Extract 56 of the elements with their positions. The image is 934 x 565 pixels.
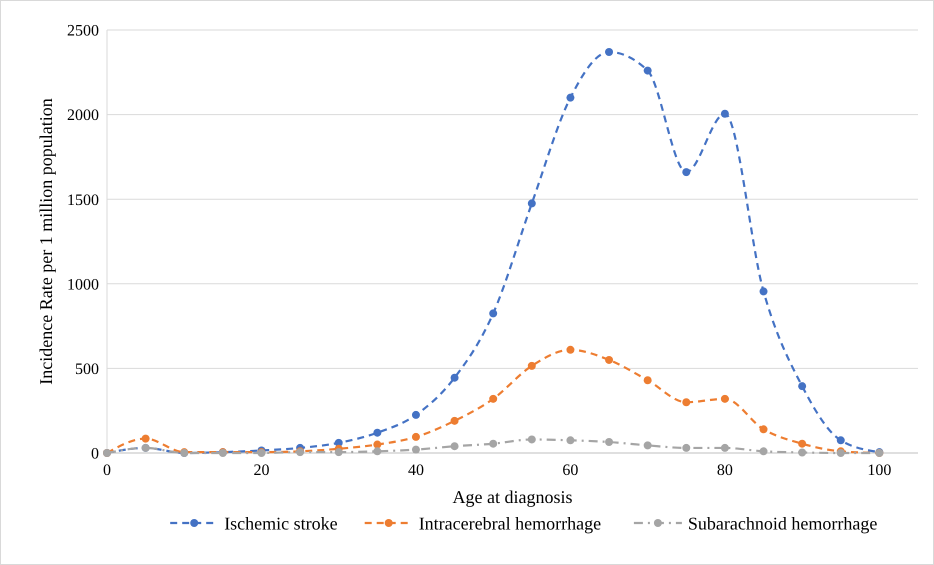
y-tick-label: 1000 [67, 276, 99, 294]
point [720, 444, 729, 452]
point [644, 441, 652, 450]
y-tick-label: 1500 [67, 192, 99, 209]
point [373, 447, 382, 456]
point [682, 168, 690, 176]
point [605, 438, 614, 446]
point [566, 94, 574, 102]
point [528, 199, 536, 208]
point [760, 447, 768, 456]
point [644, 66, 652, 75]
point [142, 434, 150, 443]
y-tick-label: 500 [75, 361, 99, 378]
x-tick-label: 40 [408, 462, 424, 479]
legend-label: Subarachnoid hemorrhage [688, 513, 878, 534]
y-tick-label: 0 [91, 446, 99, 463]
point [373, 428, 382, 437]
point [605, 48, 614, 56]
y-tick-label: 2000 [67, 107, 99, 124]
x-tick-label: 20 [253, 462, 270, 479]
point [682, 398, 690, 406]
legend-label: Intracerebral hemorrhage [418, 513, 602, 534]
point [450, 442, 459, 450]
point [760, 425, 768, 434]
point [836, 436, 845, 444]
point [720, 394, 729, 403]
point [720, 110, 729, 118]
point [412, 410, 420, 419]
point [489, 440, 498, 448]
x-tick-label: 0 [103, 462, 111, 479]
y-tick-label: 2500 [67, 22, 99, 40]
point [412, 446, 420, 454]
point [682, 444, 690, 452]
point [798, 382, 806, 390]
point [334, 448, 343, 456]
point [450, 374, 459, 382]
point [489, 394, 498, 403]
point [566, 346, 574, 354]
point [798, 440, 806, 448]
point [566, 436, 574, 444]
point [450, 416, 459, 425]
x-tick-label: 80 [716, 462, 733, 479]
x-axis-title: Age at diagnosis [452, 487, 572, 507]
point [528, 435, 536, 444]
point [489, 309, 498, 318]
point [644, 376, 652, 384]
x-tick-label: 100 [867, 462, 892, 479]
point [412, 432, 420, 441]
point [528, 362, 536, 370]
x-tick-label: 60 [562, 462, 578, 479]
point [798, 448, 806, 456]
point [373, 440, 382, 449]
y-axis-title: Incidence Rate per 1 million population [36, 98, 56, 385]
point [760, 287, 768, 296]
point [605, 356, 614, 364]
legend-label: Ischemic stroke [224, 513, 338, 534]
